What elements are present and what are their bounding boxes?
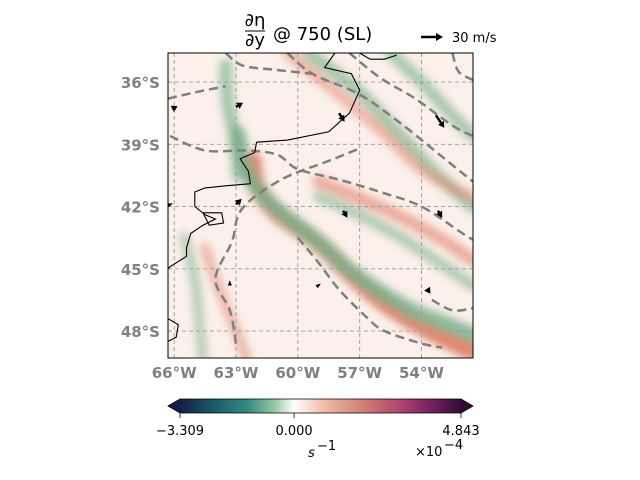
lat-tick-label-2: 42°S	[121, 199, 160, 217]
wind-vector-head-9	[315, 283, 321, 289]
colorbar-units-exponent: −1	[317, 439, 336, 454]
colorbar-scale-base: ×10	[415, 445, 442, 460]
wind-vector-5	[168, 203, 173, 208]
lon-tick-label-4: 54°W	[399, 364, 444, 382]
contour-3	[286, 53, 473, 183]
contour-9	[431, 298, 473, 312]
quiver-key: 30 m/s	[421, 31, 497, 46]
latitude-tick-labels: 36°S 39°S 42°S 45°S 48°S	[121, 74, 160, 341]
title-fraction-denominator: ∂y	[245, 30, 265, 51]
colorbar-units: s −1	[308, 439, 336, 461]
contour-5	[169, 134, 473, 241]
wind-vector-head-10	[424, 286, 431, 294]
wind-vector-shaft-7	[436, 210, 441, 214]
colorbar-units-base: s	[308, 446, 315, 461]
contour-8	[296, 236, 443, 349]
lon-tick-label-0: 66°W	[152, 364, 197, 382]
dashed-contours	[168, 53, 473, 349]
wind-vector-8	[227, 280, 232, 286]
colorbar-mid-label: 0.000	[275, 424, 312, 439]
lat-tick-label-0: 36°S	[121, 74, 160, 92]
wind-vector-shaft-6	[342, 210, 346, 214]
wind-vector-9	[315, 283, 321, 289]
green-band-ne	[384, 53, 473, 143]
lon-tick-label-1: 63°W	[214, 364, 259, 382]
lon-tick-label-3: 57°W	[337, 364, 382, 382]
colorbar-ticks	[179, 413, 462, 418]
wind-vector-head-1	[170, 105, 178, 112]
lat-tick-label-3: 45°S	[121, 261, 160, 279]
title-fraction-numerator: ∂η	[245, 10, 266, 31]
colorbar-max-extension	[461, 399, 473, 413]
wind-vector-0	[235, 102, 243, 109]
vorticity-gradient-field	[179, 53, 473, 358]
title-suffix: @ 750 (SL)	[273, 24, 372, 45]
wind-vector-shaft-2	[338, 112, 343, 118]
coast-uruguay	[359, 53, 397, 60]
red-band-sw	[199, 242, 252, 358]
green-band-east	[312, 190, 473, 292]
map-gridlines	[168, 53, 473, 358]
colorbar-gradient	[180, 399, 461, 413]
colorbar-min-label: −3.309	[156, 424, 204, 439]
colorbar-scale: ×10 −4	[415, 438, 463, 460]
coast-peninsula	[202, 212, 225, 226]
wind-vector-6	[341, 210, 348, 218]
green-band-west	[219, 58, 245, 182]
map-frame	[167, 52, 474, 359]
wind-vector-head-3	[438, 120, 445, 128]
chart-title: ∂η ∂y @ 750 (SL)	[245, 10, 373, 51]
wind-vector-1	[170, 105, 178, 112]
wind-vector-head-4	[234, 198, 242, 206]
green-band-main	[230, 125, 473, 344]
colorbar-scale-exponent: −4	[444, 438, 463, 453]
coastline	[168, 53, 397, 342]
wind-vector-head-2	[338, 114, 345, 122]
longitude-tick-labels: 66°W 63°W 60°W 57°W 54°W	[152, 364, 445, 382]
map-area	[168, 53, 473, 358]
lat-tick-label-1: 39°S	[121, 136, 160, 154]
coast-south	[168, 318, 179, 342]
contour-2	[224, 53, 313, 75]
wind-vector-2	[338, 112, 345, 122]
wind-vector-4	[234, 198, 242, 206]
wind-vector-head-0	[236, 102, 243, 109]
wind-vector-head-8	[227, 280, 232, 286]
wind-vector-3	[434, 114, 445, 128]
wind-vector-shaft-3	[434, 114, 442, 124]
wind-vector-head-6	[341, 210, 348, 218]
contour-1	[214, 147, 361, 344]
wind-vectors	[168, 102, 445, 294]
contour-7	[168, 84, 226, 100]
wind-vector-shaft-0	[235, 104, 239, 108]
quiver-key-arrow-head	[436, 33, 443, 41]
green-band-sw	[179, 232, 209, 358]
wind-vector-7	[436, 210, 443, 218]
contour-6	[451, 53, 473, 82]
colorbar-max-label: 4.843	[442, 424, 479, 439]
quiver-key-label: 30 m/s	[452, 31, 497, 46]
coast-mainland	[168, 53, 361, 270]
colorbar-min-extension	[168, 399, 180, 413]
lat-tick-label-4: 48°S	[121, 323, 160, 341]
wind-vector-head-5	[168, 203, 173, 208]
colorbar: −3.309 0.000 4.843 s −1 ×10 −4	[156, 398, 480, 461]
wind-vector-shaft-4	[235, 202, 239, 206]
wind-vector-head-7	[436, 210, 443, 218]
wind-vector-10	[424, 286, 431, 294]
red-band-nw	[282, 53, 473, 204]
red-band-east	[312, 175, 473, 267]
lon-tick-label-2: 60°W	[275, 364, 320, 382]
